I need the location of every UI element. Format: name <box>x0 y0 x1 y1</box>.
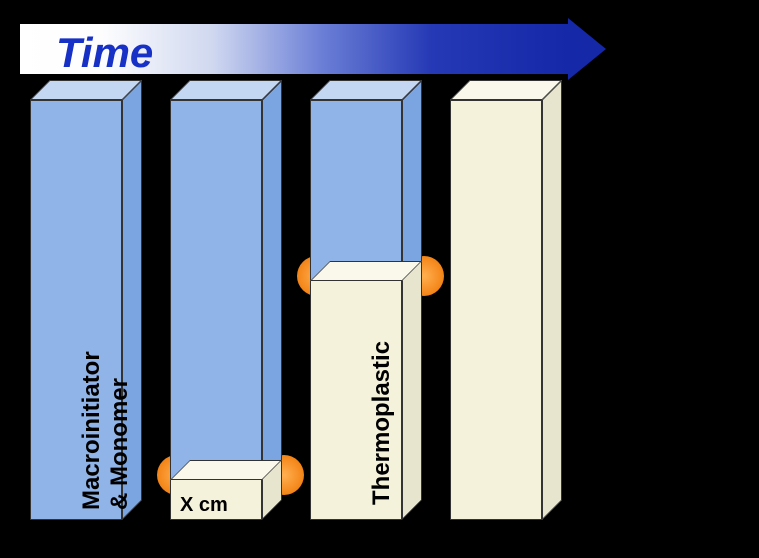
column-1-label-line1: Macroinitiator <box>78 351 106 510</box>
column-side-face <box>402 80 422 520</box>
scale-bar <box>173 520 251 525</box>
time-arrow: Time <box>20 18 605 80</box>
time-progression-diagram: Time Macroinitiator & Monomer Thermoplas… <box>0 0 759 558</box>
column-front-face <box>170 100 262 520</box>
column-front-face <box>450 100 542 520</box>
time-label: Time <box>56 29 153 77</box>
column-side-face <box>262 80 282 520</box>
scale-label: X cm <box>180 494 228 517</box>
column-3-label: Thermoplastic <box>368 341 396 505</box>
column-side-face <box>542 80 562 520</box>
arrow-head-icon <box>568 18 606 80</box>
column-1-label-line2: & Monomer <box>106 378 134 510</box>
